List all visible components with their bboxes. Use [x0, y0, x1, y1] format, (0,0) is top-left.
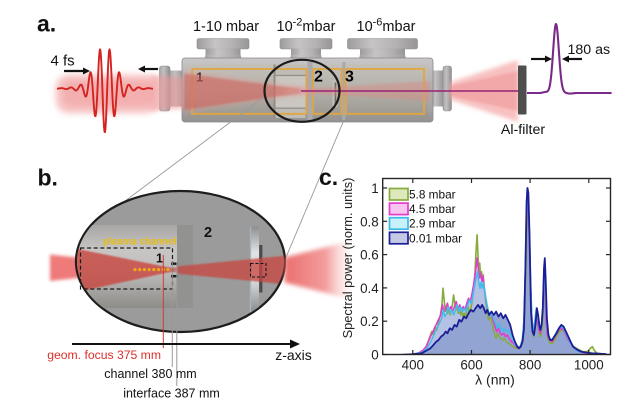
svg-text:interface 387 mm: interface 387 mm [123, 387, 220, 401]
svg-text:1000: 1000 [574, 358, 604, 373]
svg-text:z-axis: z-axis [275, 347, 312, 363]
svg-text:2: 2 [314, 69, 323, 86]
svg-text:10-2mbar: 10-2mbar [277, 17, 336, 36]
svg-text:a.: a. [37, 11, 56, 37]
svg-text:0.01 mbar: 0.01 mbar [409, 231, 462, 245]
svg-text:4 fs: 4 fs [51, 52, 75, 69]
svg-text:1: 1 [371, 181, 378, 196]
svg-text:0: 0 [371, 348, 378, 363]
svg-text:Al-filter: Al-filter [501, 122, 545, 138]
svg-text:0.6: 0.6 [360, 248, 379, 263]
svg-text:geom. focus 375 mm: geom. focus 375 mm [47, 348, 161, 362]
svg-text:4.5 mbar: 4.5 mbar [409, 202, 456, 216]
svg-text:3: 3 [345, 69, 354, 86]
svg-text:channel 380 mm: channel 380 mm [104, 367, 196, 381]
svg-text:800: 800 [519, 358, 541, 373]
svg-text:5.8 mbar: 5.8 mbar [409, 188, 456, 202]
svg-text:1-10 mbar: 1-10 mbar [193, 19, 259, 35]
svg-text:0.2: 0.2 [360, 314, 379, 329]
svg-text:Spectral power (norm. units): Spectral power (norm. units) [340, 178, 355, 339]
svg-text:0.4: 0.4 [360, 281, 379, 296]
svg-text:b.: b. [38, 165, 58, 191]
svg-text:600: 600 [460, 358, 482, 373]
svg-text:λ (nm): λ (nm) [475, 372, 515, 388]
svg-text:400: 400 [402, 358, 424, 373]
svg-text:1: 1 [156, 252, 163, 266]
svg-text:plasma channel: plasma channel [103, 237, 177, 248]
svg-text:0.8: 0.8 [360, 214, 379, 229]
svg-text:180 as: 180 as [568, 42, 611, 58]
svg-text:10-6mbar: 10-6mbar [357, 17, 416, 36]
svg-text:2: 2 [204, 225, 212, 241]
svg-text:c.: c. [319, 164, 338, 190]
svg-text:2.9 mbar: 2.9 mbar [409, 217, 456, 231]
